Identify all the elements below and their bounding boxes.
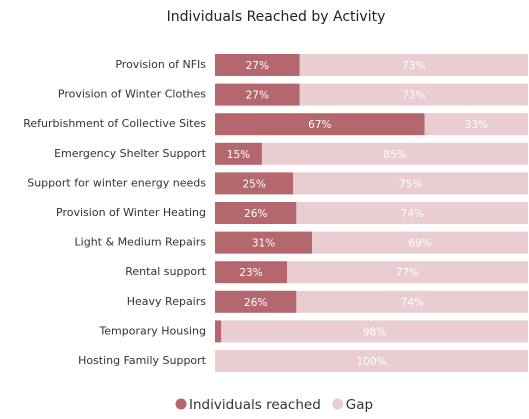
- bar-segment: [286, 261, 528, 284]
- legend-label: Individuals reached: [189, 397, 321, 413]
- value-label: 25%: [242, 178, 265, 190]
- legend-marker: [332, 398, 344, 410]
- bar-segment: [215, 320, 222, 343]
- category-label: Provision of Winter Clothes: [58, 88, 206, 101]
- bar-segment: [296, 290, 528, 313]
- value-label: 67%: [308, 119, 331, 131]
- value-label: 74%: [401, 297, 424, 309]
- bar-segment: [215, 261, 287, 284]
- bar-segment: [296, 202, 528, 224]
- value-label: 27%: [246, 90, 269, 102]
- category-label: Heavy Repairs: [127, 295, 207, 308]
- bar-segment: [215, 231, 313, 254]
- category-label: Provision of NFIs: [115, 58, 206, 71]
- bar-segment: [215, 202, 297, 224]
- value-label: 85%: [383, 149, 406, 161]
- bar-segment: [215, 54, 300, 76]
- bar-segment: [215, 350, 528, 372]
- value-label: 26%: [244, 208, 267, 220]
- bar-segment: [261, 142, 528, 165]
- value-label: 27%: [246, 60, 269, 72]
- category-label: Emergency Shelter Support: [54, 147, 207, 160]
- bar-segment: [215, 172, 294, 195]
- bar-segment: [299, 83, 528, 106]
- category-label: Light & Medium Repairs: [75, 236, 207, 249]
- value-label: 75%: [399, 178, 422, 190]
- value-label: 73%: [402, 90, 425, 102]
- bar-segment: [293, 172, 528, 195]
- value-label: 23%: [239, 267, 262, 279]
- legend-label: Gap: [346, 397, 373, 413]
- bar-segment: [221, 320, 528, 343]
- value-label: 31%: [252, 238, 275, 250]
- bar-segment: [424, 113, 528, 136]
- bar-segment: [215, 83, 300, 106]
- category-label: Support for winter energy needs: [27, 176, 206, 189]
- bar-segment: [299, 54, 528, 76]
- category-label: Hosting Family Support: [78, 354, 207, 367]
- category-label: Temporary Housing: [98, 324, 206, 337]
- category-label: Rental support: [125, 265, 206, 278]
- bar-segment: [215, 142, 262, 165]
- chart-title: Individuals Reached by Activity: [167, 9, 386, 25]
- value-label: 33%: [465, 119, 488, 131]
- legend-marker: [175, 398, 187, 410]
- value-label: 77%: [396, 267, 419, 279]
- category-label: Refurbishment of Collective Sites: [23, 117, 206, 130]
- value-label: 15%: [227, 149, 250, 161]
- bar-segment: [215, 113, 425, 136]
- category-label: Provision of Winter Heating: [56, 206, 206, 219]
- value-label: 69%: [408, 238, 431, 250]
- value-label: 100%: [356, 356, 386, 368]
- value-label: 73%: [402, 60, 425, 72]
- value-label: 98%: [363, 326, 386, 338]
- value-label: 74%: [401, 208, 424, 220]
- value-label: 26%: [244, 297, 267, 309]
- bar-segment: [215, 290, 297, 313]
- bar-segment: [312, 231, 528, 254]
